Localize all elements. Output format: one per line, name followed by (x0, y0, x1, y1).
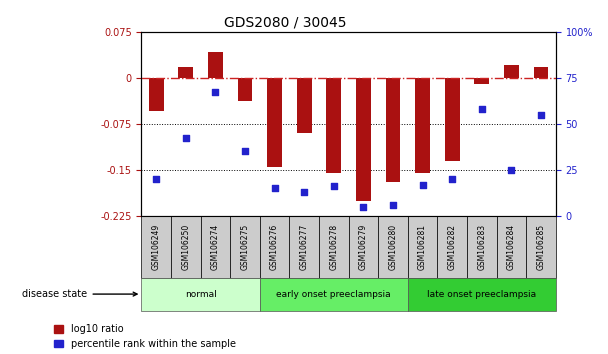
Text: GSM106280: GSM106280 (389, 224, 398, 270)
Point (270, 185, 280, 191)
Text: GSM106282: GSM106282 (447, 224, 457, 270)
FancyBboxPatch shape (319, 216, 348, 278)
Bar (326, 78, 341, 173)
Bar (178, 67, 193, 78)
Point (506, 167, 516, 173)
Text: GSM106274: GSM106274 (211, 224, 220, 270)
Text: GSM106276: GSM106276 (270, 224, 279, 270)
FancyBboxPatch shape (467, 216, 497, 278)
Text: early onset preeclampsia: early onset preeclampsia (277, 290, 391, 298)
Text: GSM106284: GSM106284 (507, 224, 516, 270)
Text: late onset preeclampsia: late onset preeclampsia (427, 290, 536, 298)
Legend: log10 ratio, percentile rank within the sample: log10 ratio, percentile rank within the … (54, 324, 236, 349)
Text: GSM106275: GSM106275 (241, 224, 249, 270)
Text: GSM106250: GSM106250 (181, 224, 190, 270)
FancyBboxPatch shape (171, 216, 201, 278)
Bar (149, 78, 164, 112)
Point (418, 182, 427, 187)
FancyBboxPatch shape (526, 216, 556, 278)
Text: GSM106283: GSM106283 (477, 224, 486, 270)
Text: GSM106249: GSM106249 (151, 224, 161, 270)
Point (151, 176, 161, 182)
Text: GSM106278: GSM106278 (330, 224, 338, 270)
FancyBboxPatch shape (289, 216, 319, 278)
FancyBboxPatch shape (408, 216, 437, 278)
Point (388, 202, 398, 208)
Point (240, 149, 250, 154)
Point (299, 189, 309, 195)
FancyBboxPatch shape (348, 216, 378, 278)
Bar (356, 78, 371, 200)
Point (477, 106, 486, 112)
Text: GSM106279: GSM106279 (359, 224, 368, 270)
Point (181, 136, 191, 141)
Bar (474, 78, 489, 84)
FancyBboxPatch shape (142, 278, 260, 311)
FancyBboxPatch shape (497, 216, 526, 278)
Text: GSM106281: GSM106281 (418, 224, 427, 270)
Bar (445, 78, 460, 161)
Bar (208, 52, 223, 78)
Bar (238, 78, 252, 101)
Bar (267, 78, 282, 167)
FancyBboxPatch shape (201, 216, 230, 278)
FancyBboxPatch shape (142, 216, 171, 278)
Bar (504, 65, 519, 78)
FancyBboxPatch shape (230, 216, 260, 278)
FancyBboxPatch shape (408, 278, 556, 311)
Text: normal: normal (185, 290, 216, 298)
Text: disease state: disease state (22, 289, 137, 299)
Point (447, 176, 457, 182)
FancyBboxPatch shape (378, 216, 408, 278)
Text: GDS2080 / 30045: GDS2080 / 30045 (224, 15, 347, 29)
Point (536, 112, 546, 117)
FancyBboxPatch shape (260, 216, 289, 278)
Point (359, 204, 368, 210)
Bar (385, 78, 401, 182)
Bar (415, 78, 430, 173)
Text: GSM106277: GSM106277 (300, 224, 309, 270)
Point (210, 90, 220, 95)
Bar (297, 78, 311, 133)
FancyBboxPatch shape (260, 278, 408, 311)
Text: GSM106285: GSM106285 (536, 224, 545, 270)
Point (329, 184, 339, 189)
Bar (534, 67, 548, 78)
FancyBboxPatch shape (437, 216, 467, 278)
